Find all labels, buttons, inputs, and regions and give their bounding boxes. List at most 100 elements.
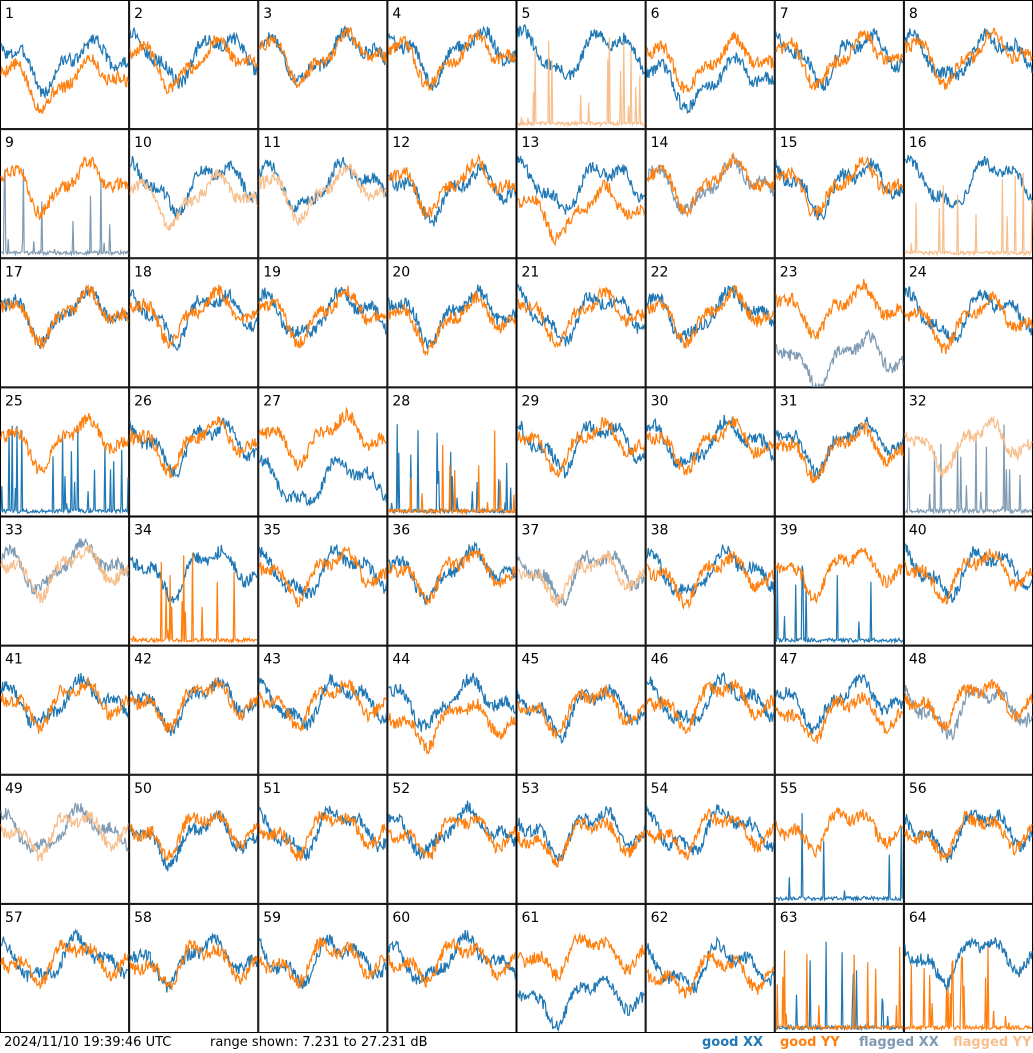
panel-border <box>129 516 259 646</box>
legend-flagged-xx: flagged XX <box>859 1035 939 1050</box>
panel-60: 60 <box>387 903 517 1033</box>
panel-border <box>645 774 775 904</box>
panel-border <box>129 258 259 388</box>
panel-label: 33 <box>5 523 23 539</box>
panel-label: 58 <box>134 910 152 926</box>
panel-label: 26 <box>134 393 152 409</box>
panel-border <box>258 387 388 517</box>
series-xx-good <box>516 420 646 479</box>
panel-label: 2 <box>134 6 143 22</box>
panel-border <box>0 774 130 904</box>
panel-border <box>0 903 130 1033</box>
panel-border <box>774 645 904 775</box>
series-yy-good <box>775 278 904 341</box>
series-yy-good <box>387 698 517 755</box>
series-xx-good <box>516 23 646 81</box>
panel-38: 38 <box>645 516 775 646</box>
panel-label: 44 <box>392 652 410 668</box>
series-xx-flagged <box>904 424 1033 515</box>
panel-16: 16 <box>903 129 1033 259</box>
panel-border <box>774 258 904 388</box>
panel-border <box>903 0 1033 130</box>
panel-label: 28 <box>392 393 410 409</box>
panel-label: 11 <box>263 135 281 151</box>
panel-border <box>258 903 388 1033</box>
series-xx-good <box>387 284 517 350</box>
series-yy-good <box>0 54 129 114</box>
series-yy-good <box>775 807 904 859</box>
series-yy-good <box>129 938 258 991</box>
panel-label: 8 <box>909 6 918 22</box>
series-yy-good <box>775 30 904 91</box>
panel-border <box>258 645 388 775</box>
panel-label: 17 <box>5 264 23 280</box>
series-xx-good <box>0 34 129 100</box>
series-xx-flagged <box>775 329 904 389</box>
panel-border <box>129 387 259 517</box>
panel-border <box>516 645 646 775</box>
series-xx-good <box>387 800 517 861</box>
panel-50: 50 <box>129 774 259 904</box>
range-text: range shown: 7.231 to 27.231 dB <box>210 1035 428 1050</box>
panel-29: 29 <box>516 387 646 517</box>
series-xx-good <box>904 936 1033 991</box>
panel-label: 25 <box>5 393 23 409</box>
panel-label: 38 <box>651 523 669 539</box>
series-yy-flagged <box>0 544 129 604</box>
series-yy-good <box>258 811 387 862</box>
series-yy-good <box>775 155 904 219</box>
series-xx-good <box>387 541 516 606</box>
panel-39: 39 <box>774 516 904 646</box>
panel-border <box>129 903 259 1033</box>
panel-label: 57 <box>5 910 23 926</box>
series-xx-good <box>0 425 129 515</box>
panel-51: 51 <box>258 774 388 904</box>
panel-label: 6 <box>651 6 660 22</box>
panel-label: 34 <box>134 523 152 539</box>
series-xx-good <box>258 673 387 731</box>
series-yy-good <box>387 549 517 606</box>
series-xx-good <box>516 975 645 1033</box>
series-xx-good <box>775 813 904 903</box>
legend-flagged-yy: flagged YY <box>953 1035 1032 1050</box>
series-yy-good <box>258 545 387 608</box>
panel-7: 7 <box>774 0 904 130</box>
series-xx-good <box>646 804 775 856</box>
panel-label: 40 <box>909 523 927 539</box>
panel-30: 30 <box>645 387 775 517</box>
series-yy-good <box>904 946 1033 1032</box>
panel-28: 28 <box>387 387 517 517</box>
panel-border <box>645 387 775 517</box>
series-yy-flagged <box>904 415 1033 478</box>
series-xx-good <box>129 417 258 479</box>
panel-46: 46 <box>645 645 775 775</box>
series-yy-good <box>129 553 258 644</box>
series-yy-flagged <box>129 169 258 231</box>
panel-19: 19 <box>258 258 388 388</box>
panel-24: 24 <box>903 258 1033 388</box>
series-yy-good <box>387 814 517 860</box>
panel-border <box>774 774 904 904</box>
panel-border <box>387 774 517 904</box>
series-xx-good <box>775 416 904 480</box>
panel-label: 37 <box>522 523 540 539</box>
panel-59: 59 <box>258 903 388 1033</box>
panel-14: 14 <box>645 129 775 259</box>
series-yy-good <box>517 286 646 349</box>
panel-label: 63 <box>780 910 798 926</box>
panel-border <box>516 258 646 388</box>
panel-label: 61 <box>522 910 540 926</box>
series-yy-good <box>387 430 517 515</box>
series-xx-good <box>646 52 775 115</box>
panel-3: 3 <box>258 0 388 130</box>
panel-border <box>645 645 775 775</box>
panel-15: 15 <box>774 129 904 259</box>
panel-border <box>516 774 646 904</box>
series-yy-good <box>904 290 1033 355</box>
series-xx-good <box>388 672 517 733</box>
series-xx-good <box>129 544 258 604</box>
panel-34: 34 <box>129 516 259 646</box>
panel-label: 62 <box>651 910 669 926</box>
series-yy-good <box>129 284 258 349</box>
panel-8: 8 <box>903 0 1033 130</box>
